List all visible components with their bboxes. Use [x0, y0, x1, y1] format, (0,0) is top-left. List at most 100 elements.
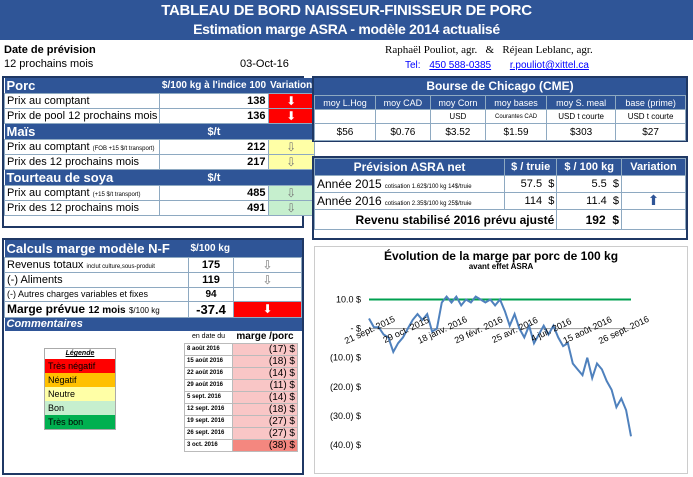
forecast-margin-label: Marge prévue 12 mois $/100 kg [4, 300, 189, 318]
cme-value: $1.59 [485, 123, 548, 141]
stabilized-revenue-label: Revenu stabilisé 2016 prévu ajusté [313, 209, 558, 230]
mais-row: Prix des 12 prochains mois 217 ⇩ [3, 154, 315, 170]
history-date: 8 août 2016 [184, 342, 233, 356]
asra-row-100kg: 11.4 $ [556, 192, 622, 210]
up-arrow-icon: ⬆ [621, 192, 686, 210]
y-tick-label: (20.0) $ [330, 382, 361, 392]
porc-row-value: 136 [159, 108, 269, 124]
authors: Raphaël Pouliot, agr. & Réjean Leblanc, … [385, 44, 593, 56]
history-margin: (11) $ [232, 378, 298, 392]
soya-row-value: 485 [159, 185, 269, 201]
comments-header: Commentaires [4, 317, 302, 331]
soya-header: Tourteau de soya $/t [4, 169, 315, 186]
history-date: 29 août 2016 [184, 378, 233, 392]
cme-unit [375, 109, 431, 124]
history-margin-header: marge /porc [236, 330, 294, 342]
mais-title: Maïs [6, 124, 36, 139]
dashboard-subtitle: Estimation marge ASRA - modèle 2014 actu… [193, 21, 500, 37]
asra-row-100kg: 5.5 $ [556, 175, 622, 193]
chart-subtitle: avant effet ASRA [468, 262, 534, 271]
margin-row-value: 175 [188, 256, 234, 273]
mais-header: Maïs $/t [4, 123, 315, 140]
asra-panel: Prévision ASRA net $ / truie $ / 100 kg … [312, 156, 688, 240]
history-date: 22 août 2016 [184, 366, 233, 380]
margin-title: Calculs marge modèle N-F [6, 240, 170, 256]
variation-header: Variation [270, 80, 313, 91]
cme-unit: USD t courte [546, 109, 617, 124]
prices-table: Porc $/100 kg à l'indice 100 Variation P… [3, 78, 315, 216]
asra-table: Prévision ASRA net $ / truie $ / 100 kg … [313, 158, 686, 230]
down-arrow-icon: ⬇ [233, 300, 302, 318]
cme-table: moy L.Hog moy CAD moy Corn moy bases moy S. … [314, 95, 686, 141]
mais-row-value: 212 [159, 139, 269, 155]
history-row: 15 août 2016 (18) $ [184, 354, 298, 368]
cme-value: $3.52 [429, 123, 487, 141]
cme-panel: Bourse de Chicago (CME) moy L.Hog moy CAD… [312, 76, 688, 142]
stabilized-revenue-value: 192 $ [556, 209, 622, 230]
history-date: 5 sept. 2016 [184, 390, 233, 404]
legend-item: Bon [45, 401, 115, 415]
asra-row: Année 2015 cotisation 1.62$/100 kg 14$/t… [314, 175, 686, 193]
soya-row-label: Prix des 12 prochains mois [3, 200, 161, 216]
history-date-header: en date du [191, 332, 226, 340]
y-tick-label: (10.0) $ [330, 353, 361, 363]
legend-item: Très négatif [45, 359, 115, 373]
history-date: 12 sept. 2016 [184, 402, 233, 416]
asra-title: Prévision ASRA net [314, 158, 505, 176]
dashboard-title: TABLEAU DE BORD NAISSEUR-FINISSEUR DE PO… [161, 2, 532, 19]
contact: Tel: 450 588-0385 r.pouliot@xittel.ca [405, 60, 589, 71]
cme-col-header: moy bases [485, 95, 548, 110]
down-arrow-icon: ⇩ [233, 256, 302, 273]
cme-unit: USD [429, 109, 487, 124]
porc-row-label: Prix de pool 12 prochains mois [3, 108, 161, 124]
asra-row-truie: 114 $ [503, 192, 558, 210]
email-link[interactable]: r.pouliot@xittel.ca [509, 60, 589, 71]
history-margin: (27) $ [232, 414, 298, 428]
history-margin: (18) $ [232, 402, 298, 416]
asra-col-100kg: $ / 100 kg [556, 158, 622, 176]
down-arrow-icon: ⇩ [267, 139, 315, 155]
chart-title: Évolution de la marge par porc de 100 kg [383, 249, 619, 263]
soya-row-value: 491 [159, 200, 269, 216]
legend-item: Neutre [45, 387, 115, 401]
tel-link[interactable]: 450 588-0385 [429, 60, 492, 71]
history-date: 3 oct. 2016 [184, 438, 233, 452]
cme-col-header: moy Corn [429, 95, 487, 110]
asra-row-label: Année 2016 cotisation 2.35$/100 kg 25$/t… [314, 192, 505, 210]
asra-row-label: Année 2015 cotisation 1.62$/100 kg 14$/t… [314, 175, 505, 193]
cme-value: $0.76 [375, 123, 431, 141]
mais-unit: $/t [207, 125, 221, 138]
porc-unit: $/100 kg à l'indice 100 [161, 80, 267, 91]
history-margin: (14) $ [232, 390, 298, 404]
stabilized-revenue-row: Revenu stabilisé 2016 prévu ajusté 192 $ [313, 209, 686, 230]
y-tick-label: (40.0) $ [330, 440, 361, 450]
comments-title: Commentaires [6, 318, 83, 331]
margin-chart: Évolution de la marge par porc de 100 kg… [314, 246, 688, 474]
tel-label: Tel: [405, 60, 421, 71]
soya-row: Prix des 12 prochains mois 491 ⇩ [3, 200, 315, 216]
history-margin: (14) $ [232, 366, 298, 380]
cme-value: $56 [314, 123, 376, 141]
cme-col-header: base (prime) [615, 95, 686, 110]
soya-unit: $/t [207, 171, 221, 184]
margin-row-value: 94 [188, 286, 234, 302]
history-row: 8 août 2016 (17) $ [184, 342, 298, 356]
cme-value: $27 [615, 123, 686, 141]
margin-header: Calculs marge modèle N-F $/100 kg [4, 240, 302, 257]
asra-col-truie: $ / truie [503, 158, 558, 176]
margin-row-value: 119 [188, 271, 234, 288]
y-tick-label: 10.0 $ [336, 295, 361, 305]
asra-row: Année 2016 cotisation 2.35$/100 kg 25$/t… [314, 192, 686, 210]
cme-col-header: moy L.Hog [314, 95, 376, 110]
legend-item: Très bon [45, 415, 115, 429]
margin-row: Revenus totaux inclut culture,sous-produ… [4, 256, 302, 273]
history-row: 19 sept. 2016 (27) $ [184, 414, 298, 428]
history-margin: (18) $ [232, 354, 298, 368]
mais-row-label: Prix des 12 prochains mois [3, 154, 161, 170]
porc-row-value: 138 [159, 93, 269, 109]
mais-row: Prix au comptant (FOB +15 $/t transport)… [3, 139, 315, 155]
soya-row-label: Prix au comptant (+15 $/t transport) [3, 185, 161, 201]
y-tick-label: (30.0) $ [330, 411, 361, 421]
cme-value: $303 [546, 123, 617, 141]
history-row: 26 sept. 2016 (27) $ [184, 426, 298, 440]
